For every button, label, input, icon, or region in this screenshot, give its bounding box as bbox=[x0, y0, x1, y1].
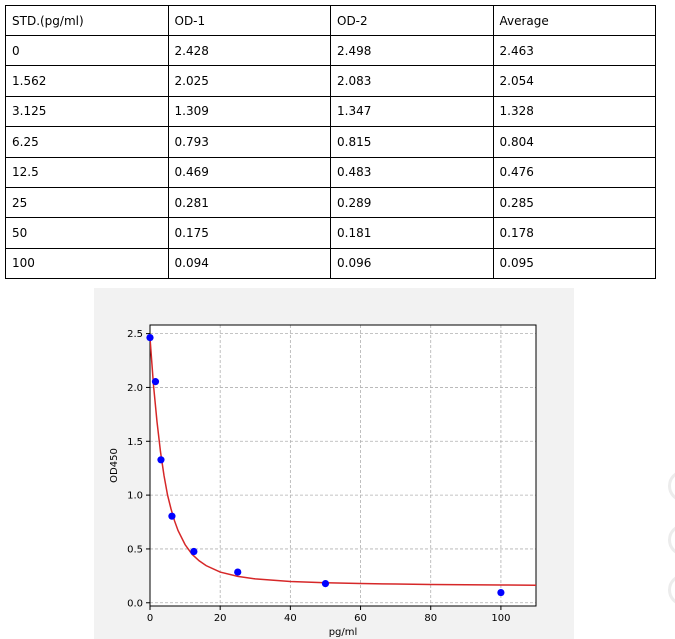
plot-area bbox=[150, 325, 536, 606]
table-row: 50 0.175 0.181 0.178 bbox=[5, 217, 656, 249]
y-tick-label: 0.5 bbox=[127, 544, 143, 555]
x-axis-label: pg/ml bbox=[329, 627, 358, 638]
table-cell: 2.054 bbox=[492, 65, 656, 97]
x-tick-label: 80 bbox=[424, 613, 437, 624]
table-cell: 2.498 bbox=[330, 34, 494, 67]
table-row: 3.125 1.309 1.347 1.328 bbox=[5, 95, 656, 128]
data-point bbox=[497, 588, 505, 597]
table-cell: 0.175 bbox=[167, 217, 331, 249]
table-cell: 100 bbox=[5, 247, 169, 280]
table-cell: 1.347 bbox=[330, 95, 494, 128]
x-tick-label: 60 bbox=[354, 613, 367, 624]
data-point bbox=[146, 333, 154, 342]
table-cell: 0.289 bbox=[330, 186, 494, 219]
table-cell: 25 bbox=[5, 186, 169, 219]
table-cell: 2.428 bbox=[167, 34, 331, 67]
y-tick-label: 2.5 bbox=[127, 329, 143, 340]
data-point bbox=[168, 512, 176, 520]
table-cell: 0.476 bbox=[492, 156, 656, 188]
decorative-circle bbox=[668, 470, 675, 502]
table-cell: 3.125 bbox=[5, 95, 169, 128]
table-cell: 0.469 bbox=[167, 156, 331, 188]
table-cell: 50 bbox=[5, 217, 169, 249]
y-tick-label: 1.0 bbox=[127, 491, 143, 502]
x-tick-label: 40 bbox=[284, 613, 297, 624]
axes-frame bbox=[149, 324, 537, 607]
table-cell: 1.562 bbox=[5, 65, 169, 97]
table-cell: 0.181 bbox=[330, 217, 494, 249]
table-cell: 1.309 bbox=[167, 95, 331, 128]
y-tick-label: 1.5 bbox=[127, 437, 143, 448]
y-tick-label: 2.0 bbox=[127, 383, 143, 394]
table-cell: 0.094 bbox=[167, 247, 331, 280]
data-point bbox=[321, 580, 330, 588]
table-row: 100 0.094 0.096 0.095 bbox=[5, 247, 656, 280]
table-header-row: STD.(pg/ml) OD-1 OD-2 Average bbox=[5, 5, 656, 36]
x-tick-label: 20 bbox=[214, 613, 227, 624]
table-cell: 0.483 bbox=[330, 156, 494, 188]
standard-curve-table: STD.(pg/ml) OD-1 OD-2 Average 0 2.428 2.… bbox=[5, 5, 656, 280]
table-cell: 0.804 bbox=[492, 126, 656, 158]
column-header: OD-1 bbox=[167, 5, 331, 36]
x-tick-label: 100 bbox=[491, 613, 510, 624]
table-cell: 2.025 bbox=[167, 65, 331, 97]
column-header: Average bbox=[492, 5, 656, 36]
table-cell: 2.083 bbox=[330, 65, 494, 97]
table-row: 0 2.428 2.498 2.463 bbox=[5, 34, 656, 67]
data-point bbox=[157, 456, 165, 464]
table-cell: 2.463 bbox=[492, 34, 656, 67]
data-point bbox=[151, 378, 160, 386]
table-cell: 0.095 bbox=[492, 247, 656, 280]
decorative-circle bbox=[668, 574, 675, 606]
table-cell: 0.285 bbox=[492, 186, 656, 219]
table-cell: 12.5 bbox=[5, 156, 169, 188]
table-cell: 1.328 bbox=[492, 95, 656, 128]
table-cell: 0 bbox=[5, 34, 169, 67]
column-header: STD.(pg/ml) bbox=[5, 5, 169, 36]
table-row: 12.5 0.469 0.483 0.476 bbox=[5, 156, 656, 188]
table-row: 1.562 2.025 2.083 2.054 bbox=[5, 65, 656, 97]
data-point bbox=[234, 568, 242, 576]
table-cell: 0.815 bbox=[330, 126, 494, 158]
table-cell: 0.096 bbox=[330, 247, 494, 280]
table-row: 6.25 0.793 0.815 0.804 bbox=[5, 126, 656, 158]
x-tick-label: 0 bbox=[147, 613, 153, 624]
y-tick-label: 0.0 bbox=[127, 598, 143, 609]
table-cell: 0.793 bbox=[167, 126, 331, 158]
table-cell: 0.178 bbox=[492, 217, 656, 249]
decorative-circle bbox=[668, 524, 675, 556]
table-row: 25 0.281 0.289 0.285 bbox=[5, 186, 656, 219]
data-point bbox=[190, 547, 198, 556]
table-cell: 0.281 bbox=[167, 186, 331, 219]
standard-curve-chart: 0 20 40 60 80 100 0.0 0.5 1.0 1.5 2.0 2.5 pg/ml OD450 bbox=[109, 324, 537, 638]
y-axis-label: OD450 bbox=[109, 448, 120, 483]
fit-curve-line bbox=[150, 337, 536, 586]
table-cell: 6.25 bbox=[5, 126, 169, 158]
column-header: OD-2 bbox=[330, 5, 494, 36]
